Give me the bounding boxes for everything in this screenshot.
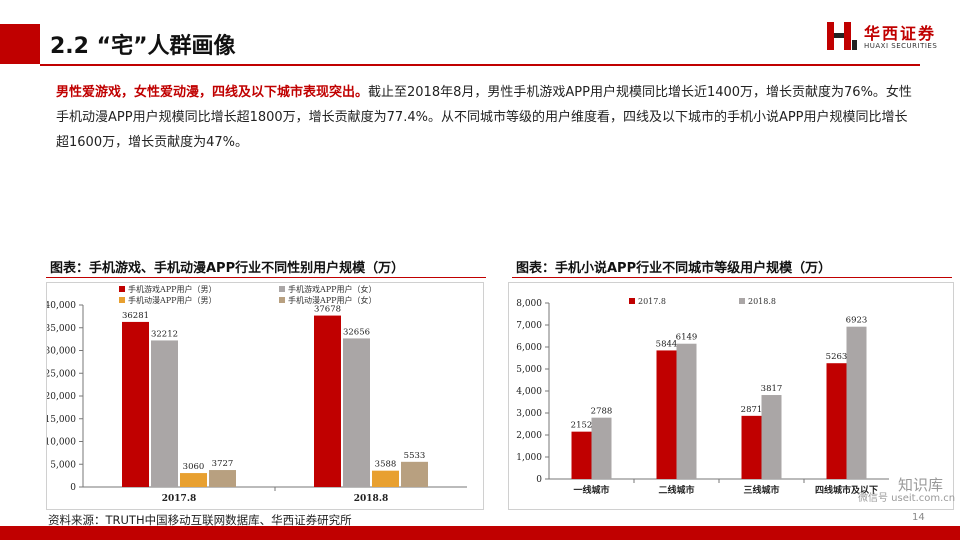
legend-label: 2017.8: [638, 297, 666, 306]
data-label: 2788: [591, 407, 613, 417]
title-underline: [40, 64, 920, 66]
data-label: 32212: [151, 329, 178, 339]
legend-label: 手机动漫APP用户（男）: [128, 295, 217, 305]
company-logo: 华西证券 HUAXI SECURITIES: [826, 20, 946, 56]
summary-body: 截止至2018年8月，男性手机游戏APP用户规模同比增长近1400万，增长贡献度…: [56, 85, 912, 150]
data-label: 36281: [122, 311, 149, 321]
x-tick-label: 二线城市: [658, 484, 694, 496]
data-label: 3727: [212, 459, 234, 469]
y-tick-label: 40,000: [47, 301, 76, 311]
data-label: 2871: [741, 405, 763, 415]
legend-label: 2018.8: [748, 297, 776, 306]
y-tick-label: 5,000: [516, 365, 542, 375]
bar: [571, 431, 592, 479]
y-tick-label: 7,000: [516, 321, 542, 331]
bar: [151, 340, 178, 487]
page-title: 2.2 “宅”人群画像: [50, 34, 236, 59]
bar: [846, 326, 867, 479]
bar: [314, 315, 341, 487]
data-label: 6923: [846, 316, 868, 326]
huaxi-logo-icon: [827, 22, 857, 50]
data-label: 3588: [375, 460, 397, 470]
bar: [401, 461, 428, 487]
x-tick-label: 一线城市: [573, 484, 609, 496]
bar: [122, 321, 149, 487]
right-chart-title: 图表：手机小说APP行业不同城市等级用户规模（万）: [516, 261, 832, 276]
page-number: 14: [912, 512, 925, 523]
left-chart-title: 图表：手机游戏、手机动漫APP行业不同性别用户规模（万）: [50, 261, 405, 276]
data-label: 2152: [571, 421, 593, 431]
right-chart-rule: [512, 277, 952, 278]
x-tick-label: 2017.8: [162, 494, 196, 504]
legend-label: 手机动漫APP用户（女）: [288, 295, 377, 305]
x-tick-label: 四线城市及以下: [815, 484, 878, 496]
watermark-line2: 微信号 useit.com.cn: [858, 493, 956, 504]
y-tick-label: 6,000: [516, 343, 542, 353]
data-label: 5263: [826, 352, 848, 362]
data-label: 6149: [676, 333, 698, 343]
watermark-line1: 知识库: [898, 476, 944, 494]
legend-label: 手机游戏APP用户（女）: [288, 284, 377, 294]
x-tick-label: 三线城市: [743, 484, 779, 496]
y-tick-label: 25,000: [47, 369, 76, 379]
logo-text-en: HUAXI SECURITIES: [864, 42, 938, 50]
legend-swatch: [279, 286, 285, 292]
bar: [656, 350, 677, 479]
left-chart-rule: [46, 277, 486, 278]
bar: [591, 417, 612, 479]
y-tick-label: 30,000: [47, 347, 76, 357]
source-note: 资料来源：TRUTH中国移动互联网数据库、华西证券研究所: [48, 513, 352, 527]
data-label: 3817: [761, 384, 783, 394]
footer-bar: [0, 526, 960, 540]
legend-swatch: [739, 298, 745, 304]
legend-swatch: [119, 297, 125, 303]
title-accent-bar: [0, 24, 40, 64]
data-label: 5844: [656, 339, 678, 349]
x-tick-label: 2018.8: [354, 494, 388, 504]
bar: [343, 338, 370, 487]
bar: [209, 470, 236, 487]
y-tick-label: 2,000: [516, 431, 542, 441]
data-label: 37678: [314, 305, 341, 315]
logo-text-cn: 华西证券: [864, 24, 937, 43]
legend-swatch: [629, 298, 635, 304]
legend-label: 手机游戏APP用户（男）: [128, 284, 217, 294]
y-tick-label: 5,000: [50, 460, 76, 470]
data-label: 32656: [343, 327, 370, 337]
y-tick-label: 15,000: [47, 415, 76, 425]
legend-swatch: [279, 297, 285, 303]
y-tick-label: 20,000: [47, 392, 76, 402]
data-label: 5533: [404, 451, 426, 461]
legend-swatch: [119, 286, 125, 292]
watermark: 知识库 微信号 useit.com.cn: [858, 478, 955, 506]
y-tick-label: 0: [70, 483, 76, 493]
y-tick-label: 35,000: [47, 324, 76, 334]
left-chart-svg: 0 5,000 10,000 15,000 20,000 25,000 30,000 35,0…: [45, 284, 467, 504]
left-chart: 0 5,000 10,000 15,000 20,000 25,000 30,000 35,0…: [45, 282, 484, 510]
y-tick-label: 3,000: [516, 409, 542, 419]
summary-paragraph: 男性爱游戏，女性爱动漫，四线及以下城市表现突出。截止至2018年8月，男性手机游…: [56, 80, 916, 155]
bar: [826, 363, 847, 479]
y-tick-label: 4,000: [516, 387, 542, 397]
data-label: 3060: [183, 462, 205, 472]
right-chart: 0 1,000 2,000 3,000 4,000 5,000 6,000 7,000 8,00…: [508, 282, 954, 510]
bar: [180, 473, 207, 487]
bar: [676, 343, 697, 479]
bar: [741, 415, 762, 479]
y-tick-label: 0: [536, 475, 542, 485]
y-tick-label: 8,000: [516, 299, 542, 309]
bar: [761, 395, 782, 479]
y-tick-label: 1,000: [516, 453, 542, 463]
bar: [372, 470, 399, 487]
y-tick-label: 10,000: [47, 438, 76, 448]
right-chart-svg: 0 1,000 2,000 3,000 4,000 5,000 6,000 7,000 8,00…: [516, 297, 889, 496]
summary-highlight: 男性爱游戏，女性爱动漫，四线及以下城市表现突出。: [56, 85, 369, 100]
